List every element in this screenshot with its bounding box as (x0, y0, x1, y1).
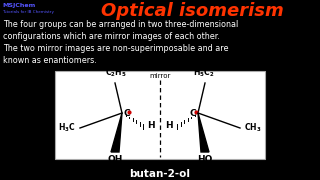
Polygon shape (198, 113, 209, 152)
Text: C: C (190, 109, 196, 118)
Text: mirror: mirror (149, 73, 171, 79)
Text: Optical isomerism: Optical isomerism (100, 2, 284, 20)
Text: MSJChem: MSJChem (2, 3, 35, 8)
Text: HO: HO (197, 155, 213, 164)
Polygon shape (111, 113, 122, 152)
Text: OH: OH (107, 155, 123, 164)
Text: $\mathbf{H_5C_2}$: $\mathbf{H_5C_2}$ (193, 66, 215, 79)
Bar (55, 71, 265, 159)
Text: H: H (165, 122, 173, 130)
Text: The four groups can be arranged in two three-dimensional
configurations which ar: The four groups can be arranged in two t… (3, 20, 238, 66)
Text: H: H (147, 122, 155, 130)
Text: $\mathbf{C_2H_5}$: $\mathbf{C_2H_5}$ (105, 66, 127, 79)
Text: C: C (123, 109, 130, 118)
Text: $\mathbf{CH_3}$: $\mathbf{CH_3}$ (244, 122, 261, 134)
Text: butan-2-ol: butan-2-ol (130, 169, 190, 179)
Text: Tutorials for IB Chemistry: Tutorials for IB Chemistry (2, 10, 54, 14)
Text: $\mathbf{H_3C}$: $\mathbf{H_3C}$ (59, 122, 76, 134)
